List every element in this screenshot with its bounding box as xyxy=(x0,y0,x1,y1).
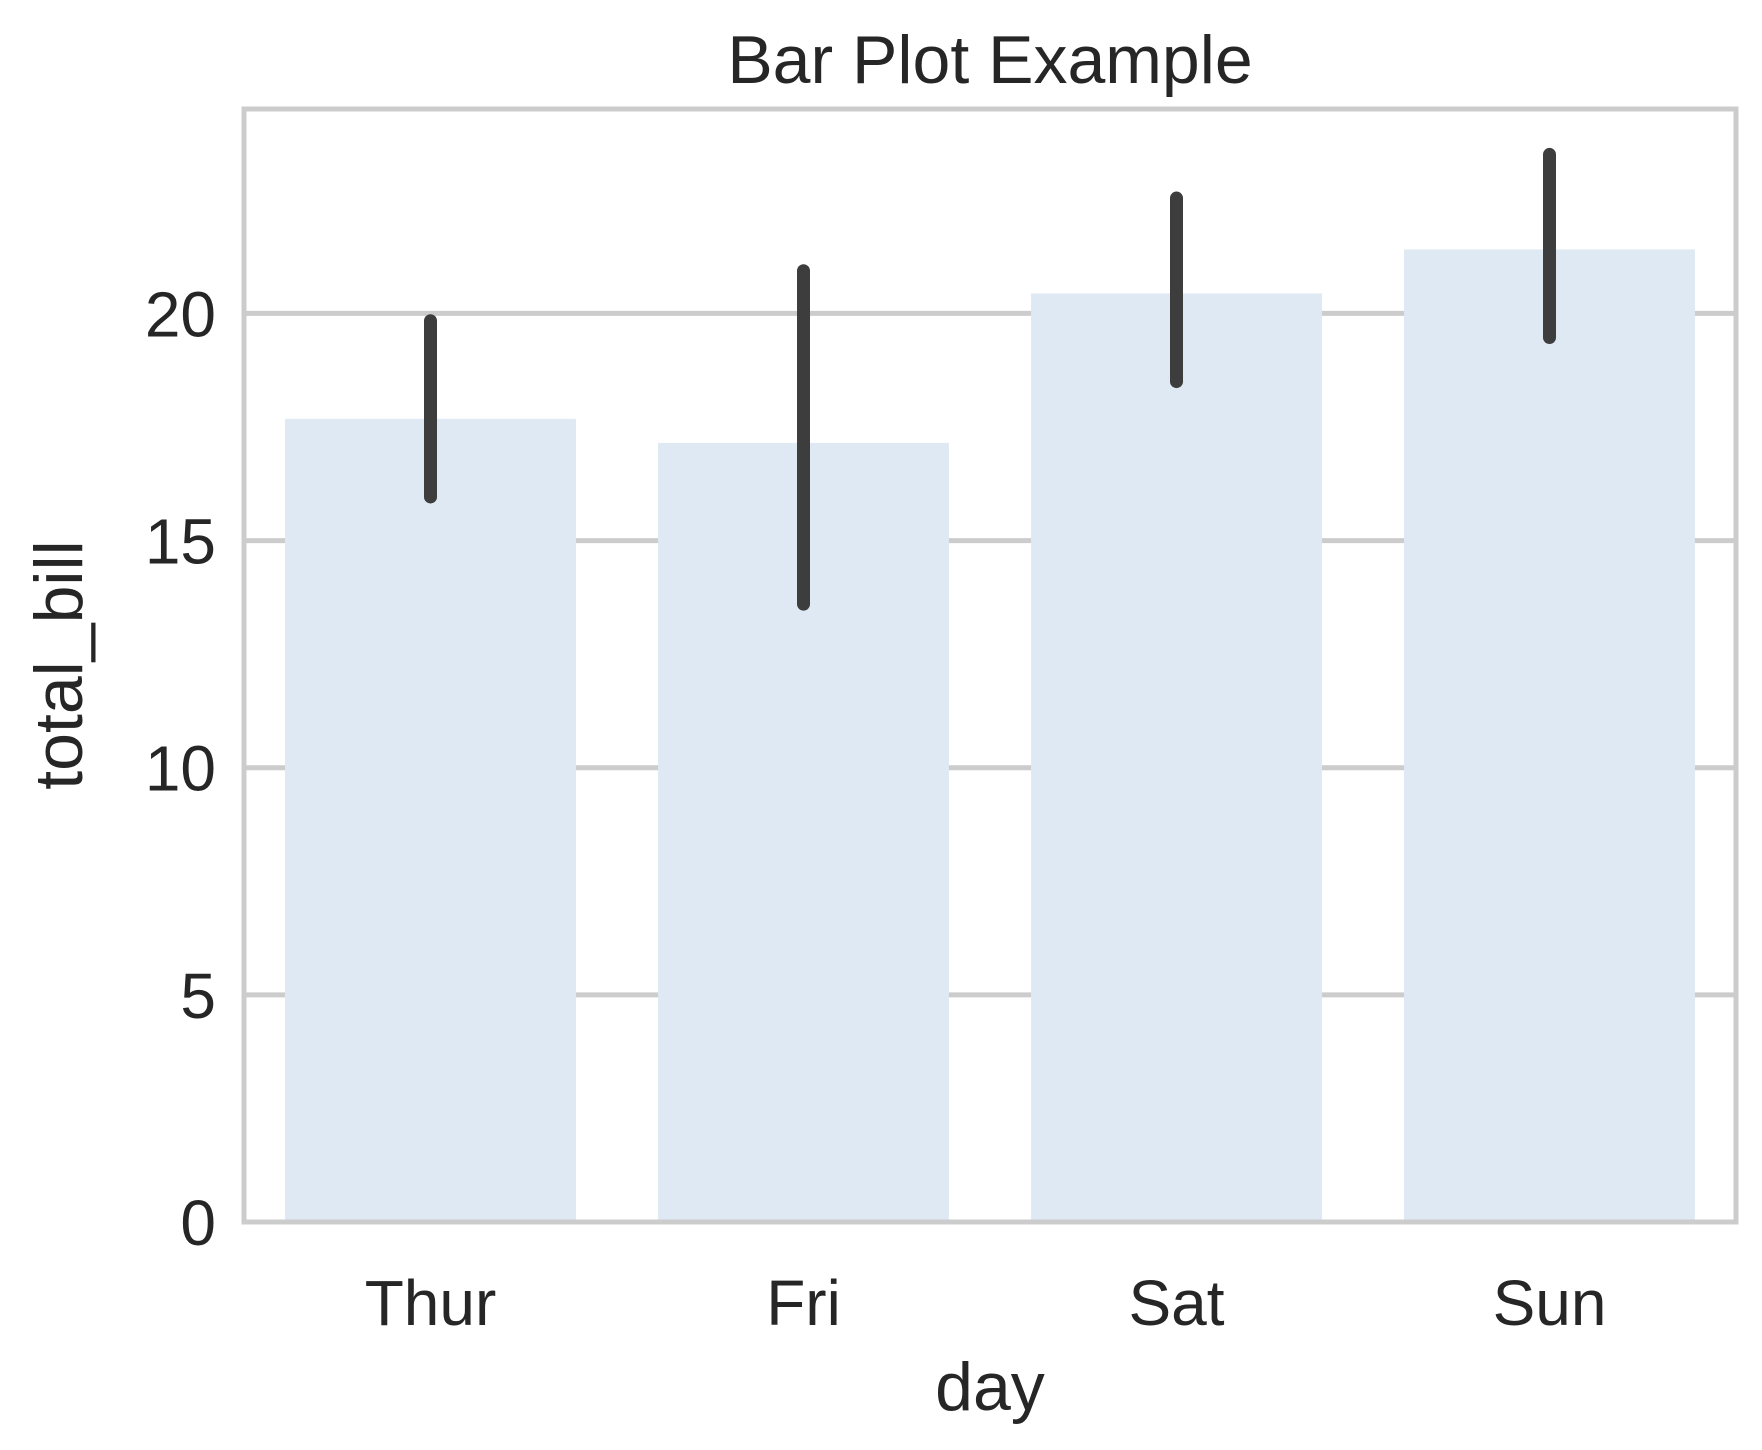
y-tick-label: 10 xyxy=(145,733,216,805)
y-tick-labels: 0 5 10 15 20 xyxy=(145,278,216,1259)
x-axis-label: day xyxy=(935,1349,1045,1425)
x-tick-labels: Thur Fri Sat Sun xyxy=(365,1267,1607,1339)
x-tick-label: Sun xyxy=(1493,1267,1607,1339)
bar-sun xyxy=(1404,249,1695,1223)
x-tick-label: Thur xyxy=(365,1267,497,1339)
error-bars xyxy=(424,147,1556,611)
x-tick-label: Sat xyxy=(1128,1267,1224,1339)
y-tick-label: 5 xyxy=(180,960,216,1032)
y-axis-label: total_bill xyxy=(21,540,97,790)
chart-title: Bar Plot Example xyxy=(727,22,1252,98)
y-tick-label: 15 xyxy=(145,506,216,578)
bar-sat xyxy=(1031,293,1322,1222)
bar-thur xyxy=(285,418,576,1222)
axes-frame xyxy=(241,106,1739,1225)
y-tick-label: 0 xyxy=(180,1187,216,1259)
x-tick-label: Fri xyxy=(766,1267,841,1339)
y-tick-label: 20 xyxy=(145,278,216,350)
